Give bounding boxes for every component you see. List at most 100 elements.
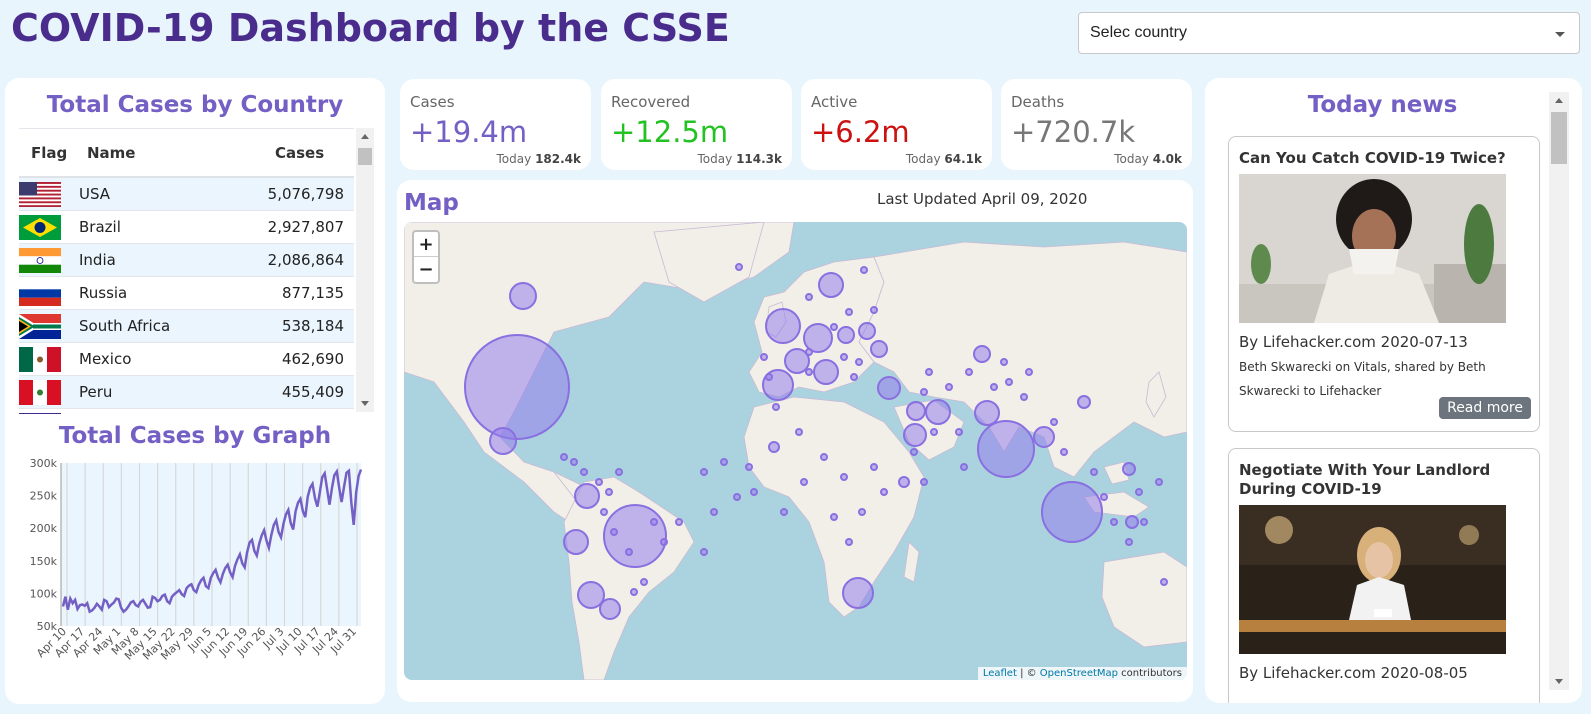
table-row[interactable]: South Africa 538,184 <box>19 310 354 343</box>
case-dot[interactable] <box>880 488 888 496</box>
case-dot[interactable] <box>700 468 708 476</box>
case-dot[interactable] <box>760 353 768 361</box>
table-row[interactable]: Brazil 2,927,807 <box>19 211 354 244</box>
case-bubble[interactable] <box>489 427 517 455</box>
case-dot[interactable] <box>1005 378 1013 386</box>
case-bubble[interactable] <box>974 400 1000 426</box>
case-bubble[interactable] <box>1125 515 1139 529</box>
case-dot[interactable] <box>930 428 938 436</box>
case-bubble[interactable] <box>837 326 855 344</box>
case-dot[interactable] <box>1160 578 1168 586</box>
case-bubble[interactable] <box>1122 462 1136 476</box>
case-dot[interactable] <box>840 353 848 361</box>
table-row[interactable]: India 2,086,864 <box>19 244 354 277</box>
country-select[interactable]: Selec country <box>1078 12 1580 54</box>
case-dot[interactable] <box>1060 448 1068 456</box>
table-row[interactable]: USA 5,076,798 <box>19 178 354 211</box>
case-dot[interactable] <box>1000 358 1008 366</box>
case-dot[interactable] <box>650 518 658 526</box>
map-canvas[interactable] <box>404 222 1187 680</box>
case-dot[interactable] <box>700 548 708 556</box>
case-bubble[interactable] <box>577 581 605 609</box>
case-dot[interactable] <box>660 538 668 546</box>
case-dot[interactable] <box>630 588 638 596</box>
case-dot[interactable] <box>845 308 853 316</box>
column-name[interactable]: Name <box>87 143 136 162</box>
case-dot[interactable] <box>735 263 743 271</box>
case-dot[interactable] <box>920 388 928 396</box>
case-dot[interactable] <box>860 266 868 274</box>
case-dot[interactable] <box>925 368 933 376</box>
case-bubble[interactable] <box>842 577 874 609</box>
zoom-in-button[interactable]: + <box>414 232 438 257</box>
case-dot[interactable] <box>990 383 998 391</box>
case-dot[interactable] <box>1100 493 1108 501</box>
leaflet-link[interactable]: Leaflet <box>982 668 1017 679</box>
case-bubble[interactable] <box>784 348 810 374</box>
case-bubble[interactable] <box>906 401 926 421</box>
case-bubble[interactable] <box>925 399 951 425</box>
case-bubble[interactable] <box>509 282 537 310</box>
case-bubble[interactable] <box>1041 481 1103 543</box>
case-bubble[interactable] <box>870 340 888 358</box>
case-dot[interactable] <box>720 458 728 466</box>
case-dot[interactable] <box>960 463 968 471</box>
case-dot[interactable] <box>820 453 828 461</box>
case-dot[interactable] <box>1025 368 1033 376</box>
case-dot[interactable] <box>830 513 838 521</box>
scroll-up-icon[interactable] <box>361 134 369 139</box>
case-dot[interactable] <box>805 293 813 301</box>
case-bubble[interactable] <box>877 376 901 400</box>
case-dot[interactable] <box>625 548 633 556</box>
case-bubble[interactable] <box>858 322 876 340</box>
case-dot[interactable] <box>580 468 588 476</box>
case-dot[interactable] <box>830 323 838 331</box>
country-table[interactable]: Flag Name Cases USA 5,076,798 Brazil 2,927,… <box>19 128 376 414</box>
case-dot[interactable] <box>745 463 753 471</box>
case-dot[interactable] <box>1125 538 1133 546</box>
scroll-thumb[interactable] <box>358 148 372 165</box>
case-dot[interactable] <box>560 453 568 461</box>
case-dot[interactable] <box>772 403 780 411</box>
case-bubble[interactable] <box>768 441 780 453</box>
case-dot[interactable] <box>858 508 866 516</box>
scroll-up-icon[interactable] <box>1555 98 1563 103</box>
case-dot[interactable] <box>710 508 718 516</box>
scroll-down-icon[interactable] <box>361 401 369 406</box>
case-dot[interactable] <box>955 428 963 436</box>
case-bubble[interactable] <box>977 420 1035 478</box>
case-bubble[interactable] <box>603 504 667 568</box>
case-dot[interactable] <box>845 538 853 546</box>
case-dot[interactable] <box>1090 468 1098 476</box>
case-bubble[interactable] <box>818 272 844 298</box>
news-panel[interactable]: Today news Can You Catch COVID-19 Twice?… <box>1205 78 1582 703</box>
table-row[interactable]: Mexico 462,690 <box>19 343 354 376</box>
column-cases[interactable]: Cases <box>275 143 325 162</box>
case-dot[interactable] <box>870 463 878 471</box>
case-dot[interactable] <box>600 508 608 516</box>
table-row[interactable] <box>19 409 354 414</box>
table-scrollbar[interactable] <box>356 128 374 412</box>
case-bubble[interactable] <box>813 359 839 385</box>
case-dot[interactable] <box>1020 393 1028 401</box>
case-dot[interactable] <box>795 428 803 436</box>
case-dot[interactable] <box>1050 418 1058 426</box>
scroll-down-icon[interactable] <box>1555 679 1563 684</box>
case-dot[interactable] <box>675 518 683 526</box>
read-more-button[interactable]: Read more <box>1439 397 1531 419</box>
case-bubble[interactable] <box>898 476 910 488</box>
case-bubble[interactable] <box>464 334 570 440</box>
case-dot[interactable] <box>850 373 858 381</box>
case-dot[interactable] <box>750 488 758 496</box>
case-dot[interactable] <box>965 368 973 376</box>
case-dot[interactable] <box>780 508 788 516</box>
case-dot[interactable] <box>765 373 773 381</box>
case-dot[interactable] <box>570 458 578 466</box>
case-dot[interactable] <box>640 578 648 586</box>
case-dot[interactable] <box>605 488 613 496</box>
case-bubble[interactable] <box>765 308 801 344</box>
table-row[interactable]: Russia 877,135 <box>19 277 354 310</box>
scroll-thumb[interactable] <box>1551 112 1567 164</box>
case-dot[interactable] <box>945 383 953 391</box>
case-dot[interactable] <box>920 478 928 486</box>
